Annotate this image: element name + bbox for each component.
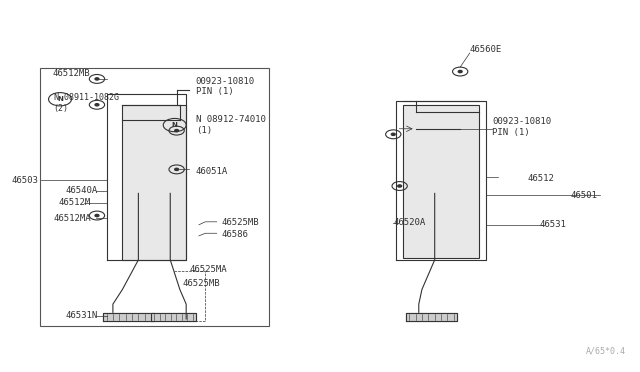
Circle shape: [392, 133, 395, 135]
Text: 46531: 46531: [540, 220, 566, 229]
Text: 46512MA: 46512MA: [54, 214, 92, 222]
Polygon shape: [406, 313, 457, 321]
Text: 46560E: 46560E: [470, 45, 502, 54]
Text: 46525MB: 46525MB: [183, 279, 221, 288]
Bar: [122, 105, 186, 260]
Text: N: N: [57, 96, 63, 102]
Text: 46512: 46512: [527, 174, 554, 183]
Circle shape: [175, 129, 179, 132]
Text: 46503: 46503: [12, 176, 38, 185]
Text: 00923-10810
PIN (1): 00923-10810 PIN (1): [492, 117, 551, 137]
Text: N: N: [172, 122, 178, 128]
Circle shape: [95, 78, 99, 80]
Polygon shape: [151, 313, 196, 321]
Text: N 08911-1082G
(2): N 08911-1082G (2): [54, 93, 118, 113]
Bar: [403, 105, 479, 258]
Text: 46531N: 46531N: [65, 311, 97, 320]
Text: N 08912-74010
(1): N 08912-74010 (1): [196, 115, 266, 135]
Text: 46586: 46586: [221, 230, 248, 239]
Circle shape: [95, 214, 99, 217]
Text: A/65*0.4: A/65*0.4: [586, 347, 626, 356]
Circle shape: [95, 104, 99, 106]
Circle shape: [397, 185, 401, 187]
Text: 46512MB: 46512MB: [52, 69, 90, 78]
Text: 46051A: 46051A: [196, 167, 228, 176]
Polygon shape: [103, 313, 154, 321]
Text: 00923-10810
PIN (1): 00923-10810 PIN (1): [196, 77, 255, 96]
Text: 46525MA: 46525MA: [189, 264, 227, 273]
Text: 46540A: 46540A: [65, 186, 97, 195]
Circle shape: [175, 168, 179, 170]
Text: 46525MB: 46525MB: [221, 218, 259, 227]
Text: 46512M: 46512M: [59, 198, 91, 207]
Text: 46520A: 46520A: [394, 218, 426, 227]
Circle shape: [458, 70, 462, 73]
Bar: [40, 68, 269, 326]
Text: 46501: 46501: [570, 191, 597, 200]
